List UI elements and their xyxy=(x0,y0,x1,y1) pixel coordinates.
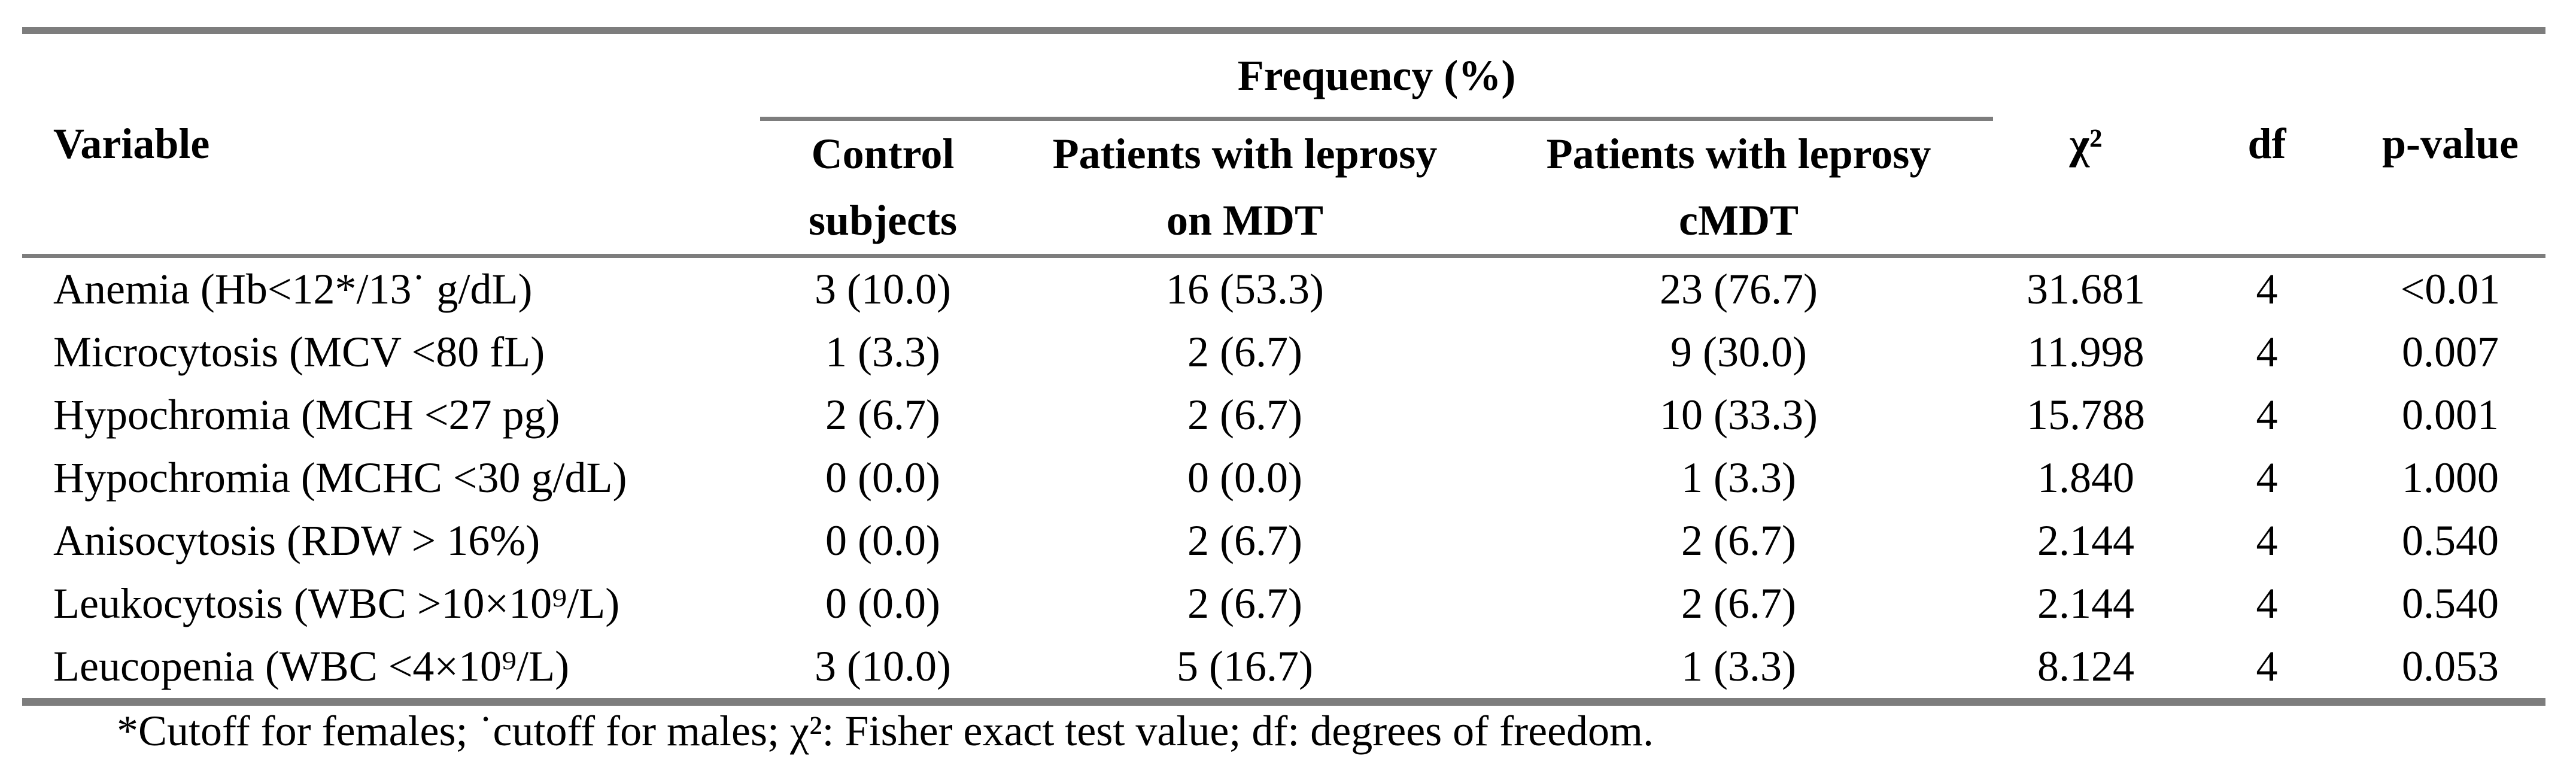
table-header: Variable Frequency (%) χ² df p-value Con… xyxy=(22,31,2545,256)
cell-variable: Leucopenia (WBC <4×10⁹/L) xyxy=(53,642,570,690)
table-row: Hypochromia (MCH <27 pg) 2 (6.7) 2 (6.7)… xyxy=(22,384,2545,447)
cell-chi2: 8.124 xyxy=(2037,642,2135,690)
statistics-table: Variable Frequency (%) χ² df p-value Con… xyxy=(22,27,2546,706)
cell-pvalue: 0.007 xyxy=(2402,327,2499,376)
cell-cmdt: 2 (6.7) xyxy=(1681,516,1796,564)
table-row: Leucopenia (WBC <4×10⁹/L) 3 (10.0) 5 (16… xyxy=(22,635,2545,702)
cell-df: 4 xyxy=(2256,390,2278,439)
cell-chi2: 15.788 xyxy=(2027,390,2146,439)
cell-control: 1 (3.3) xyxy=(825,327,940,376)
cell-chi2: 1.840 xyxy=(2037,453,2135,502)
cell-pvalue: 0.001 xyxy=(2402,390,2499,439)
col-header-mdt: Patients with leprosy on MDT xyxy=(1052,130,1438,244)
cell-pvalue: <0.01 xyxy=(2355,253,2546,321)
col-header-chi2: χ² xyxy=(2069,119,2103,168)
cell-pvalue: 0.540 xyxy=(2402,579,2499,627)
cell-cmdt: 1 (3.3) xyxy=(1681,642,1796,690)
col-header-pvalue: p-value xyxy=(2382,119,2519,168)
table-row: Anemia (Hb<12*/13˙ g/dL) 3 (10.0) 16 (53… xyxy=(22,253,2546,321)
cell-df: 4 xyxy=(2256,327,2278,376)
cell-cmdt: 10 (33.3) xyxy=(1660,390,1818,439)
col-header-variable: Variable xyxy=(53,119,210,168)
table-footnote: *Cutoff for females; ˙cutoff for males; … xyxy=(117,707,1654,755)
cell-chi2: 2.144 xyxy=(2037,516,2135,564)
cell-pvalue: 0.053 xyxy=(2402,642,2499,690)
table-row: Hypochromia (MCHC <30 g/dL) 0 (0.0) 0 (0… xyxy=(22,447,2545,509)
cell-variable: Hypochromia (MCH <27 pg) xyxy=(53,390,560,439)
cell-df: 4 xyxy=(2256,579,2278,627)
cell-chi2: 11.998 xyxy=(2027,327,2144,376)
cell-variable: Microcytosis (MCV <80 fL) xyxy=(53,327,545,376)
cell-mdt: 2 (6.7) xyxy=(1187,579,1302,627)
cell-variable: Anemia (Hb<12*/13˙ g/dL) xyxy=(22,253,760,321)
cell-pvalue: 1.000 xyxy=(2402,453,2499,502)
col-header-cmdt: Patients with leprosy cMDT xyxy=(1546,130,1931,244)
cell-variable: Anisocytosis (RDW > 16%) xyxy=(53,516,540,564)
cell-variable: Hypochromia (MCHC <30 g/dL) xyxy=(53,453,627,502)
table-row: Leukocytosis (WBC >10×10⁹/L) 0 (0.0) 2 (… xyxy=(22,572,2545,635)
header-row-group: Variable Frequency (%) χ² df p-value xyxy=(22,31,2545,168)
cell-chi2: 31.681 xyxy=(1993,253,2179,321)
cell-df: 4 xyxy=(2256,453,2278,502)
cell-pvalue: 0.540 xyxy=(2402,516,2499,564)
cell-control: 0 (0.0) xyxy=(825,579,940,627)
table-row: Microcytosis (MCV <80 fL) 1 (3.3) 2 (6.7… xyxy=(22,321,2545,384)
cell-df: 4 xyxy=(2256,516,2278,564)
table-row: Anisocytosis (RDW > 16%) 0 (0.0) 2 (6.7)… xyxy=(22,509,2545,572)
header-row-subgroups: Control subjects Patients with leprosy o… xyxy=(22,119,2545,256)
cell-control: 0 (0.0) xyxy=(825,516,940,564)
cell-mdt: 5 (16.7) xyxy=(1177,642,1313,690)
cell-cmdt: 2 (6.7) xyxy=(1681,579,1796,627)
cell-mdt: 2 (6.7) xyxy=(1187,390,1302,439)
cell-cmdt: 9 (30.0) xyxy=(1670,327,1807,376)
cell-mdt: 16 (53.3) xyxy=(1006,253,1484,321)
col-header-df: df xyxy=(2247,119,2286,168)
cell-control: 2 (6.7) xyxy=(825,390,940,439)
cell-mdt: 2 (6.7) xyxy=(1187,327,1302,376)
cell-chi2: 2.144 xyxy=(2037,579,2135,627)
cell-control: 3 (10.0) xyxy=(815,642,951,690)
cell-df: 4 xyxy=(2179,253,2356,321)
cell-df: 4 xyxy=(2256,642,2278,690)
cell-cmdt: 23 (76.7) xyxy=(1484,253,1994,321)
table-body: Anemia (Hb<12*/13˙ g/dL) 3 (10.0) 16 (53… xyxy=(22,253,2546,702)
cell-variable: Leukocytosis (WBC >10×10⁹/L) xyxy=(53,579,620,627)
col-header-control: Control subjects xyxy=(809,130,957,244)
cell-mdt: 2 (6.7) xyxy=(1187,516,1302,564)
cell-mdt: 0 (0.0) xyxy=(1187,453,1302,502)
col-group-frequency: Frequency (%) xyxy=(760,31,1994,121)
cell-control: 3 (10.0) xyxy=(760,253,1006,321)
cell-control: 0 (0.0) xyxy=(825,453,940,502)
cell-cmdt: 1 (3.3) xyxy=(1681,453,1796,502)
